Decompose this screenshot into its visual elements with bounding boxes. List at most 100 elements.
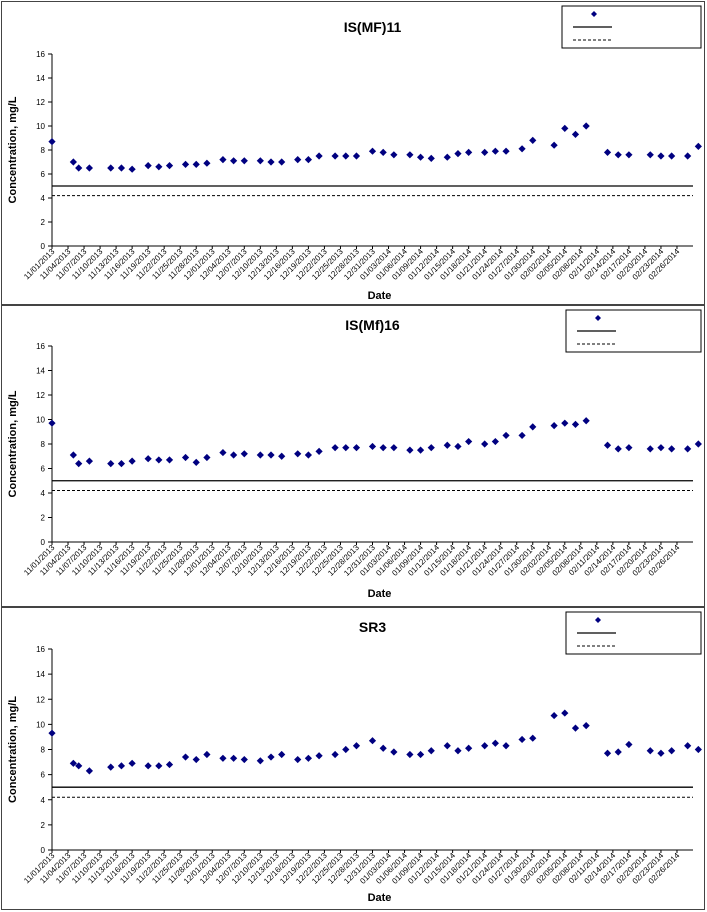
data-point-sr3 <box>240 755 248 764</box>
data-point-sr3 <box>107 763 115 771</box>
data-point-is-mf-16 <box>331 444 339 452</box>
data-point-sr3 <box>219 754 227 762</box>
data-point-is-mf-11 <box>203 159 211 167</box>
data-point-sr3 <box>267 753 275 761</box>
data-point-sr3 <box>342 745 350 754</box>
y-tick-label: 14 <box>36 367 45 376</box>
data-point-is-mf-11 <box>481 148 489 156</box>
data-point-sr3 <box>230 754 238 762</box>
data-point-is-mf-11 <box>352 152 361 160</box>
data-point-is-mf-11 <box>550 141 558 149</box>
data-point-is-mf-16 <box>427 444 435 452</box>
y-axis-title: Concentration, mg/L <box>7 96 19 203</box>
data-point-is-mf-16 <box>481 440 489 448</box>
data-point-sr3 <box>165 760 174 769</box>
data-point-sr3 <box>571 724 580 732</box>
data-point-is-mf-16 <box>203 453 211 462</box>
data-point-sr3 <box>416 750 425 759</box>
data-point-is-mf-11 <box>518 145 526 153</box>
data-point-is-mf-11 <box>614 151 622 159</box>
data-point-is-mf-11 <box>75 164 83 172</box>
data-point-sr3 <box>625 740 633 749</box>
y-tick-label: 14 <box>36 670 45 679</box>
y-tick-label: 10 <box>36 720 45 729</box>
legend-marker-symbol <box>591 11 597 17</box>
data-point-is-mf-16 <box>684 445 692 453</box>
data-point-is-mf-11 <box>668 152 676 160</box>
data-point-is-mf-16 <box>416 446 425 454</box>
y-tick-label: 14 <box>36 74 45 83</box>
data-point-is-mf-11 <box>192 160 200 168</box>
data-point-sr3 <box>315 752 323 760</box>
data-point-is-mf-11 <box>267 158 275 166</box>
data-point-is-mf-11 <box>603 148 612 156</box>
data-point-is-mf-16 <box>117 460 126 468</box>
data-point-sr3 <box>582 722 590 730</box>
data-point-is-mf-16 <box>256 451 264 459</box>
data-point-is-mf-11 <box>165 162 174 170</box>
data-point-is-mf-16 <box>278 452 286 460</box>
data-point-is-mf-11 <box>684 152 692 160</box>
data-point-is-mf-11 <box>582 122 590 130</box>
y-tick-label: 2 <box>41 514 46 523</box>
data-point-is-mf-11 <box>443 153 451 161</box>
data-point-is-mf-11 <box>390 151 398 159</box>
data-point-is-mf-16 <box>582 417 590 425</box>
data-point-is-mf-11 <box>416 153 425 161</box>
data-point-is-mf-16 <box>181 453 190 462</box>
data-point-sr3 <box>69 759 77 767</box>
y-tick-label: 4 <box>41 194 46 203</box>
y-tick-label: 16 <box>36 342 45 351</box>
data-point-sr3 <box>379 744 387 752</box>
data-point-is-mf-11 <box>646 151 654 159</box>
data-point-is-mf-11 <box>657 152 665 160</box>
data-point-is-mf-11 <box>529 136 537 144</box>
data-point-is-mf-11 <box>491 147 499 155</box>
data-point-sr3 <box>657 749 665 757</box>
y-tick-label: 2 <box>41 218 46 227</box>
x-axis-title: Date <box>368 588 392 600</box>
y-tick-label: 4 <box>41 796 46 805</box>
y-tick-label: 0 <box>41 846 46 855</box>
data-point-is-mf-16 <box>368 442 377 451</box>
data-point-is-mf-11 <box>427 154 435 162</box>
y-tick-label: 12 <box>36 98 45 107</box>
data-point-is-mf-16 <box>230 451 238 459</box>
data-point-sr3 <box>668 747 676 755</box>
data-point-sr3 <box>646 747 654 755</box>
data-point-is-mf-16 <box>694 440 702 448</box>
data-point-sr3 <box>331 750 339 759</box>
data-point-is-mf-16 <box>443 441 451 449</box>
data-point-is-mf-16 <box>69 451 77 459</box>
data-point-is-mf-11 <box>454 150 462 158</box>
data-point-sr3 <box>529 734 537 742</box>
y-tick-label: 6 <box>41 771 46 780</box>
chart-title: IS(Mf)16 <box>345 317 400 333</box>
data-point-is-mf-11 <box>219 156 227 164</box>
data-point-is-mf-11 <box>406 151 414 159</box>
data-point-sr3 <box>128 759 136 767</box>
data-point-sr3 <box>454 747 462 755</box>
data-point-sr3 <box>427 747 435 755</box>
legend-marker-symbol <box>595 617 601 623</box>
data-point-is-mf-16 <box>465 437 473 446</box>
y-tick-label: 0 <box>41 242 46 251</box>
data-point-is-mf-11 <box>144 162 152 170</box>
data-point-sr3 <box>443 742 451 750</box>
data-point-is-mf-11 <box>181 160 190 168</box>
data-point-sr3 <box>502 742 510 750</box>
y-tick-label: 10 <box>36 416 45 425</box>
data-point-is-mf-16 <box>550 422 558 430</box>
data-point-is-mf-11 <box>155 163 163 171</box>
data-point-is-mf-11 <box>304 156 312 164</box>
y-tick-label: 0 <box>41 538 46 547</box>
data-point-is-mf-11 <box>331 152 339 160</box>
data-point-sr3 <box>181 753 190 761</box>
data-point-is-mf-16 <box>240 450 248 458</box>
x-axis-title: Date <box>368 290 392 302</box>
chart-title: SR3 <box>359 619 386 635</box>
data-point-is-mf-11 <box>230 157 238 165</box>
data-point-is-mf-11 <box>69 158 77 166</box>
chart-panel-sr3: SR3 0 2 4 6 8 10 12 14 16 Concentration, mg/L 11/01… <box>1 607 705 910</box>
